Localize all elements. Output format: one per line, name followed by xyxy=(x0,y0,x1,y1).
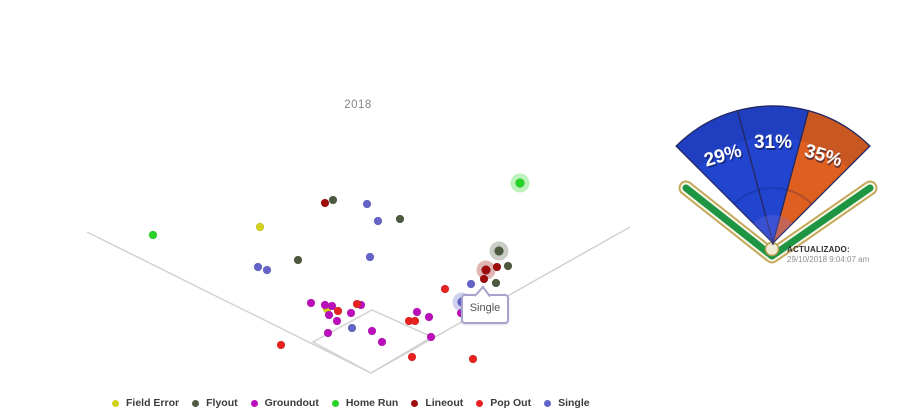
scatter-point-single[interactable] xyxy=(365,252,375,262)
legend-item-field-error[interactable]: Field Error xyxy=(112,397,179,409)
scatter-point-pop-out[interactable] xyxy=(468,354,478,364)
scatter-point-single[interactable] xyxy=(362,199,372,209)
legend-item-flyout[interactable]: Flyout xyxy=(192,397,238,409)
scatter-point-groundout[interactable] xyxy=(346,308,356,318)
scatter-point-flyout[interactable] xyxy=(395,214,405,224)
scatter-point-pop-out[interactable] xyxy=(407,352,417,362)
legend-dot xyxy=(544,399,552,407)
scatter-point-groundout[interactable] xyxy=(327,301,337,311)
tooltip-text: Single xyxy=(469,302,501,314)
fan-sector-35%[interactable] xyxy=(771,109,871,246)
legend-label: Lineout xyxy=(425,397,464,409)
legend-dot xyxy=(192,399,200,407)
scatter-point-single[interactable] xyxy=(253,262,263,272)
fan-sectors xyxy=(675,105,871,246)
scatter-point-groundout[interactable] xyxy=(426,332,436,342)
scatter-point-flyout[interactable] xyxy=(328,195,338,205)
fan-ring xyxy=(717,187,829,243)
legend-dot xyxy=(411,399,419,407)
fan-inner-circle xyxy=(745,215,801,243)
scatter-point-groundout[interactable] xyxy=(367,326,377,336)
scatter-point-groundout[interactable] xyxy=(377,337,387,347)
fan-sector-label: 31% xyxy=(755,134,793,155)
scatter-point-groundout[interactable] xyxy=(306,298,316,308)
legend-label: Groundout xyxy=(264,397,319,409)
scatter-point-single[interactable] xyxy=(262,265,272,275)
scatter-point-groundout[interactable] xyxy=(323,328,333,338)
scatter-point-flyout[interactable] xyxy=(503,261,513,271)
fan-sector-label: 31% xyxy=(754,132,792,153)
scatter-point-home-run[interactable] xyxy=(515,178,525,188)
scatter-point-lineout[interactable] xyxy=(492,262,502,272)
scatter-points-layer xyxy=(148,173,530,364)
fan-inner-rings xyxy=(676,106,870,243)
updated-timestamp: 29/10/2018 9:04:07 am xyxy=(787,255,870,264)
scatter-point-groundout[interactable] xyxy=(424,312,434,322)
legend-item-groundout[interactable]: Groundout xyxy=(250,397,319,409)
scatter-point-lineout[interactable] xyxy=(479,274,489,284)
scatter-point-groundout[interactable] xyxy=(324,310,334,320)
field-outline xyxy=(86,226,631,374)
scatter-point-groundout[interactable] xyxy=(332,316,342,326)
scatter-point-single[interactable] xyxy=(466,279,476,289)
scatter-point-field-error[interactable] xyxy=(255,222,265,232)
scatter-point-flyout[interactable] xyxy=(293,255,303,265)
updated-block: ACTUALIZADO: 29/10/2018 9:04:07 am xyxy=(787,245,869,264)
legend-label: Home Run xyxy=(345,397,399,409)
legend-item-home-run[interactable]: Home Run xyxy=(331,397,399,409)
scatter-point-lineout[interactable] xyxy=(320,198,330,208)
legend-item-pop-out[interactable]: Pop Out xyxy=(476,397,531,409)
legend-label: Pop Out xyxy=(490,397,532,409)
legend-item-lineout[interactable]: Lineout xyxy=(411,397,463,409)
scatter-point-flyout[interactable] xyxy=(494,246,504,256)
scatter-point-pop-out[interactable] xyxy=(410,316,420,326)
infield-diamond xyxy=(311,309,434,374)
legend-dot xyxy=(250,399,258,407)
scatter-point-pop-out[interactable] xyxy=(440,284,450,294)
scatter-point-lineout[interactable] xyxy=(481,265,491,275)
scatter-point-pop-out[interactable] xyxy=(276,340,286,350)
scatter-point-home-run[interactable] xyxy=(148,230,158,240)
updated-label: ACTUALIZADO: xyxy=(787,245,850,254)
year-label: 2018 xyxy=(344,99,372,111)
legend-dot xyxy=(112,399,119,407)
legend-label: Field Error xyxy=(126,397,180,409)
scatter-point-flyout[interactable] xyxy=(491,278,501,288)
legend-item-single[interactable]: Single xyxy=(544,397,590,409)
legend-label: Single xyxy=(558,397,590,409)
legend-label: Flyout xyxy=(206,397,238,409)
scatter-point-pop-out[interactable] xyxy=(352,299,362,309)
tooltip: Single xyxy=(461,285,509,324)
legend-dot xyxy=(476,399,484,407)
fan-outer-band xyxy=(676,106,870,169)
foul-lines xyxy=(86,226,631,374)
scatter-point-groundout[interactable] xyxy=(320,300,330,310)
scatter-point-pop-out[interactable] xyxy=(333,306,343,316)
scatter-point-single[interactable] xyxy=(373,216,383,226)
scatter-point-groundout[interactable] xyxy=(412,307,422,317)
fan-chart: 29%29% 31%31%35%35% xyxy=(675,105,878,264)
legend-dot xyxy=(331,399,339,407)
legend: Field Error Flyout Groundout Home Run Lineou… xyxy=(112,397,590,409)
scatter-point-single[interactable] xyxy=(347,323,357,333)
